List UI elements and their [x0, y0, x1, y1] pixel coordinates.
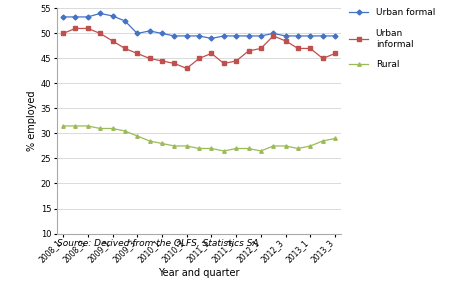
Urban formal [172, 34, 177, 38]
Urban formal [184, 34, 190, 38]
Urban
informal [332, 52, 338, 55]
Rural [122, 129, 128, 133]
Urban
informal [196, 57, 202, 60]
Urban
informal [209, 52, 214, 55]
Rural [271, 144, 276, 148]
Urban
informal [221, 62, 227, 65]
Urban
informal [308, 47, 313, 50]
Urban formal [122, 19, 128, 22]
Rural [196, 147, 202, 150]
Rural [109, 127, 115, 130]
Urban formal [295, 34, 301, 38]
Urban
informal [147, 57, 153, 60]
Urban formal [283, 34, 289, 38]
Urban formal [147, 29, 153, 33]
Rural [320, 139, 326, 143]
Urban formal [320, 34, 326, 38]
Urban
informal [233, 59, 239, 63]
Urban formal [97, 12, 103, 15]
Rural [73, 124, 78, 128]
Line: Rural: Rural [61, 124, 337, 153]
Y-axis label: % employed: % employed [27, 91, 36, 151]
Line: Urban
informal: Urban informal [61, 27, 337, 70]
Legend: Urban formal, Urban
informal, Rural: Urban formal, Urban informal, Rural [349, 8, 435, 69]
Urban
informal [246, 49, 251, 53]
Urban formal [258, 34, 264, 38]
Urban
informal [60, 32, 66, 35]
Rural [332, 137, 338, 140]
Rural [308, 144, 313, 148]
Urban formal [271, 32, 276, 35]
Rural [246, 147, 251, 150]
Urban
informal [85, 27, 91, 30]
Urban formal [73, 15, 78, 19]
Urban formal [109, 14, 115, 18]
Urban formal [209, 37, 214, 40]
Rural [233, 147, 239, 150]
Urban
informal [97, 32, 103, 35]
Urban
informal [295, 47, 301, 50]
Urban formal [308, 34, 313, 38]
X-axis label: Year and quarter: Year and quarter [158, 268, 240, 278]
Urban formal [196, 34, 202, 38]
Urban
informal [320, 57, 326, 60]
Urban formal [332, 34, 338, 38]
Text: Source: Derived from the QLFS, Statistics SA: Source: Derived from the QLFS, Statistic… [57, 239, 258, 248]
Rural [295, 147, 301, 150]
Rural [85, 124, 91, 128]
Urban formal [221, 34, 227, 38]
Rural [258, 149, 264, 153]
Urban formal [246, 34, 251, 38]
Urban
informal [122, 47, 128, 50]
Urban formal [60, 15, 66, 19]
Rural [147, 139, 153, 143]
Urban
informal [184, 67, 190, 70]
Rural [283, 144, 289, 148]
Urban formal [159, 32, 165, 35]
Rural [172, 144, 177, 148]
Line: Urban formal: Urban formal [61, 12, 337, 40]
Urban
informal [283, 39, 289, 43]
Rural [60, 124, 66, 128]
Urban formal [85, 15, 91, 19]
Urban
informal [271, 34, 276, 38]
Rural [221, 149, 227, 153]
Urban
informal [172, 62, 177, 65]
Urban
informal [258, 47, 264, 50]
Urban
informal [159, 59, 165, 63]
Urban formal [135, 32, 140, 35]
Rural [209, 147, 214, 150]
Rural [184, 144, 190, 148]
Rural [159, 142, 165, 145]
Urban formal [233, 34, 239, 38]
Rural [135, 134, 140, 138]
Urban
informal [135, 52, 140, 55]
Urban
informal [73, 27, 78, 30]
Urban
informal [109, 39, 115, 43]
Rural [97, 127, 103, 130]
